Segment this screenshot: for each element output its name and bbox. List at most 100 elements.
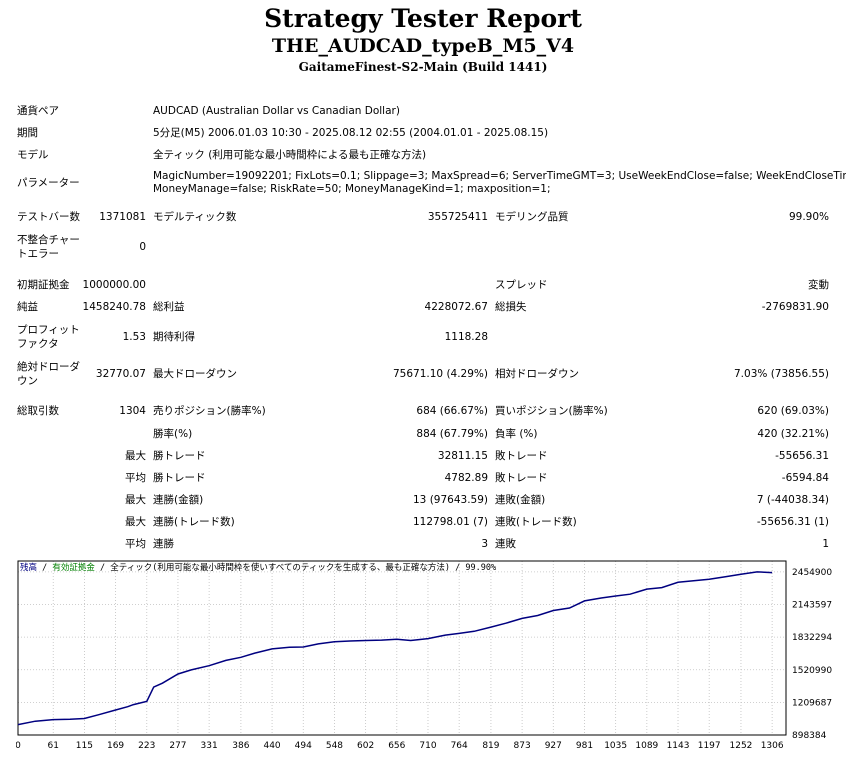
y-tick-label: 1209687 <box>792 698 832 708</box>
x-tick-label: 656 <box>388 741 405 751</box>
bars-value: 1371081 <box>99 211 146 223</box>
avg-cons-wins-value: 3 <box>481 538 488 550</box>
cons-loss-value: -55656.31 (1) <box>756 516 829 528</box>
x-axis: 0 61 115 169 223 277 331 386 440 494 548 602 656 710 7… <box>16 741 784 751</box>
x-tick-label: 494 <box>295 741 312 751</box>
short-positions-value: 684 (66.67%) <box>416 405 488 417</box>
spread-value: 変動 <box>808 279 829 291</box>
legend-equity: 有効証拠金 <box>52 562 95 573</box>
legend-balance: 残高 <box>20 562 37 573</box>
cons-losses-amount-value: 7 (-44038.34) <box>756 494 829 506</box>
ticks-value: 355725411 <box>427 211 488 223</box>
x-tick-label: 277 <box>169 741 186 751</box>
gross-profit-value: 4228072.67 <box>424 301 488 313</box>
x-tick-label: 602 <box>357 741 374 751</box>
avg-cons-wins-label: 連勝 <box>153 538 174 550</box>
largest-loss-label: 敗トレード <box>495 450 548 462</box>
y-tick-label: 2454900 <box>792 568 832 578</box>
parameters-line-1: MagicNumber=19092201; FixLots=0.1; Slipp… <box>153 170 846 182</box>
x-tick-label: 386 <box>232 741 249 751</box>
plot-frame <box>17 560 787 736</box>
avg-win-value: 4782.89 <box>444 472 488 484</box>
deposit-value: 1000000.00 <box>82 279 146 291</box>
x-tick-label: 548 <box>326 741 343 751</box>
average-prefix: 平均 <box>125 472 146 484</box>
cons-profit-label: 連勝(トレード数) <box>153 516 235 528</box>
chart-legend: 残高 / 有効証拠金 / 全ティック(利用可能な最小時間枠を使いすべてのティック… <box>20 562 496 573</box>
avg-loss-label: 敗トレード <box>495 472 548 484</box>
expected-payoff-value: 1118.28 <box>444 331 488 343</box>
x-tick-label: 873 <box>514 741 531 751</box>
cons-profit-value: 112798.01 (7) <box>413 516 488 528</box>
x-tick-label: 1197 <box>698 741 721 751</box>
gross-loss-value: -2769831.90 <box>761 301 829 313</box>
model-value: 全ティック (利用可能な最小時間枠による最も正確な方法) <box>153 149 427 161</box>
abs-drawdown-value: 32770.07 <box>95 368 146 380</box>
parameters-label: パラメーター <box>17 177 80 189</box>
max-drawdown-value: 75671.10 (4.29%) <box>393 368 488 380</box>
symbol-label: 通貨ペア <box>17 105 59 117</box>
x-tick-label: 710 <box>419 741 436 751</box>
cons-wins-amount-label: 連勝(金額) <box>153 494 204 506</box>
mismatch-label-2: トエラー <box>17 248 59 260</box>
maximum-prefix: 最大 <box>125 494 146 506</box>
total-trades-value: 1304 <box>119 405 146 417</box>
legend-separator: / <box>95 563 110 573</box>
legend-quality: 99.90% <box>465 563 496 573</box>
maximal-prefix: 最大 <box>125 516 146 528</box>
server-name: GaitameFinest-S2-Main (Build 1441) <box>298 60 548 74</box>
balance-series-line <box>17 571 773 726</box>
period-value: 5分足(M5) 2006.01.03 10:30 - 2025.08.12 02… <box>153 127 549 139</box>
abs-drawdown-label-2: ウン <box>17 375 38 387</box>
x-tick-label: 61 <box>47 741 58 751</box>
largest-prefix: 最大 <box>125 450 146 462</box>
gross-profit-label: 総利益 <box>153 301 185 313</box>
avg-loss-value: -6594.84 <box>781 472 829 484</box>
cons-losses-amount-label: 連敗(金額) <box>495 494 546 506</box>
abs-drawdown-label-1: 絶対ドローダ <box>17 361 80 373</box>
average-cons-prefix: 平均 <box>125 538 146 550</box>
net-profit-label: 純益 <box>17 301 38 313</box>
rel-drawdown-label: 相対ドローダウン <box>495 368 579 380</box>
x-tick-label: 1143 <box>667 741 690 751</box>
profit-factor-label-1: プロフィット <box>17 324 80 336</box>
y-axis: 2454900 2143597 1832294 1520990 1209687 89838… <box>792 568 832 741</box>
largest-loss-value: -55656.31 <box>775 450 829 462</box>
x-tick-label: 331 <box>201 741 218 751</box>
net-profit-value: 1458240.78 <box>82 301 146 313</box>
cons-loss-label: 連敗(トレード数) <box>495 516 577 528</box>
x-tick-label: 0 <box>16 741 21 751</box>
x-tick-label: 1306 <box>761 741 784 751</box>
x-tick-label: 1035 <box>604 741 627 751</box>
rel-drawdown-value: 7.03% (73856.55) <box>734 368 829 380</box>
short-positions-label: 売りポジション(勝率%) <box>153 405 266 417</box>
max-drawdown-label: 最大ドローダウン <box>153 368 237 380</box>
balance-chart: 残高 / 有効証拠金 / 全ティック(利用可能な最小時間枠を使いすべてのティック… <box>16 558 843 758</box>
avg-cons-losses-label: 連敗 <box>495 538 516 550</box>
report-title: Strategy Tester Report <box>264 4 582 33</box>
loss-rate-value: 420 (32.21%) <box>757 428 829 440</box>
avg-cons-losses-value: 1 <box>822 538 829 550</box>
legend-separator: / <box>37 563 52 573</box>
total-trades-label: 総取引数 <box>17 405 59 417</box>
parameters-line-2: MoneyManage=false; RiskRate=50; MoneyMan… <box>153 183 551 195</box>
largest-win-value: 32811.15 <box>437 450 488 462</box>
loss-rate-label: 負率 (%) <box>495 428 538 440</box>
y-tick-label: 1832294 <box>792 633 832 643</box>
largest-win-label: 勝トレード <box>153 450 206 462</box>
avg-win-label: 勝トレード <box>153 472 206 484</box>
chart-background <box>16 558 843 758</box>
y-tick-label: 2143597 <box>792 601 832 611</box>
quality-label: モデリング品質 <box>495 211 569 223</box>
quality-value: 99.90% <box>788 211 829 223</box>
x-tick-label: 440 <box>263 741 280 751</box>
cons-wins-amount-value: 13 (97643.59) <box>413 494 488 506</box>
x-tick-label: 819 <box>482 741 499 751</box>
deposit-label: 初期証拠金 <box>17 279 70 291</box>
spread-label: スプレッド <box>495 279 548 291</box>
report-subtitle: THE_AUDCAD_typeB_M5_V4 <box>271 35 575 57</box>
legend-separator: / <box>450 563 465 573</box>
mismatch-label-1: 不整合チャー <box>17 234 80 246</box>
gross-loss-label: 総損失 <box>495 301 527 313</box>
x-tick-label: 927 <box>545 741 562 751</box>
